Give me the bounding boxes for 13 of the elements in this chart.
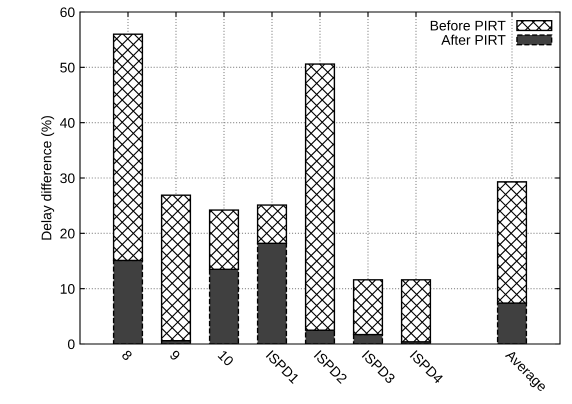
x-tick-label: 8 — [121, 350, 133, 362]
legend-label: After PIRT — [441, 34, 506, 45]
y-tick-label: 0 — [68, 339, 75, 350]
y-tick-label: 20 — [60, 228, 75, 239]
y-tick-label: 10 — [60, 284, 75, 294]
y-tick-label: 60 — [60, 7, 75, 18]
x-tick-label: 10 — [218, 350, 234, 367]
y-tick-label: 50 — [60, 62, 75, 73]
legend-label: Before PIRT — [430, 20, 506, 31]
y-tick-label: 40 — [60, 118, 75, 128]
x-tick-label: 9 — [169, 350, 181, 362]
y-tick-label: 30 — [60, 173, 75, 184]
y-axis-title: Delay difference (%) — [41, 116, 54, 240]
